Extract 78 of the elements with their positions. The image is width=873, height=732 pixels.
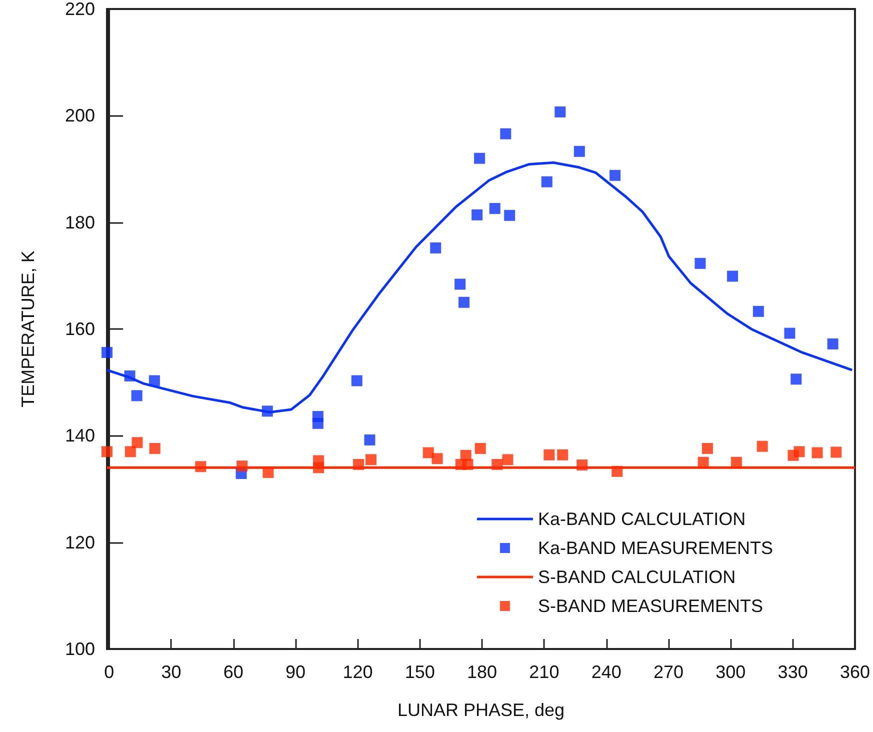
point bbox=[702, 442, 713, 454]
point bbox=[544, 449, 555, 460]
y-axis-title: TEMPERATURE, K bbox=[18, 250, 38, 408]
point bbox=[541, 176, 552, 188]
legend-label: S-BAND CALCULATION bbox=[538, 567, 736, 587]
point bbox=[830, 446, 842, 458]
point bbox=[462, 458, 474, 470]
point bbox=[474, 442, 486, 454]
point bbox=[102, 446, 112, 458]
point bbox=[149, 442, 160, 454]
x-tick-label: 330 bbox=[778, 662, 808, 682]
point bbox=[102, 346, 112, 358]
y-tick-label: 160 bbox=[64, 319, 95, 339]
point bbox=[124, 446, 136, 458]
point bbox=[812, 447, 823, 458]
x-axis-title: LUNAR PHASE, deg bbox=[397, 700, 565, 720]
point bbox=[504, 210, 516, 221]
x-tick-label: 210 bbox=[529, 662, 560, 682]
point bbox=[131, 390, 142, 402]
point bbox=[195, 461, 206, 472]
y-tick-label: 100 bbox=[64, 639, 95, 659]
point bbox=[474, 152, 486, 164]
legend-label: Ka-BAND CALCULATION bbox=[538, 509, 746, 529]
point bbox=[827, 338, 838, 350]
y-tick-label: 120 bbox=[64, 532, 95, 552]
point bbox=[492, 458, 503, 470]
point bbox=[730, 456, 742, 468]
point bbox=[262, 406, 273, 417]
point bbox=[472, 209, 483, 220]
x-tick-label: 90 bbox=[286, 662, 306, 682]
point bbox=[430, 242, 442, 254]
point bbox=[132, 437, 143, 448]
point bbox=[422, 447, 434, 458]
legend-label: S-BAND MEASUREMENTS bbox=[538, 596, 763, 616]
point bbox=[351, 375, 362, 386]
point bbox=[610, 170, 621, 181]
x-tick-label: 150 bbox=[404, 662, 435, 682]
x-tick-label: 180 bbox=[467, 662, 498, 682]
point bbox=[500, 128, 512, 140]
x-tick-label: 360 bbox=[840, 662, 870, 682]
point bbox=[752, 306, 764, 317]
point bbox=[454, 278, 466, 290]
x-tick-label: 300 bbox=[716, 662, 746, 682]
x-tick-label: 270 bbox=[653, 662, 684, 682]
point bbox=[313, 462, 324, 474]
y-tick-label: 220 bbox=[64, 0, 95, 19]
x-tick-label: 120 bbox=[342, 662, 373, 682]
y-tick-label: 200 bbox=[64, 106, 95, 126]
point bbox=[236, 460, 248, 472]
point bbox=[353, 458, 364, 470]
x-tick-label: 60 bbox=[223, 662, 244, 682]
point bbox=[612, 466, 623, 477]
x-tick-label: 240 bbox=[591, 662, 622, 682]
point bbox=[790, 374, 802, 385]
point bbox=[365, 454, 376, 466]
point bbox=[432, 453, 443, 464]
point bbox=[557, 449, 568, 460]
point bbox=[694, 258, 706, 269]
x-tick-label: 30 bbox=[161, 662, 182, 682]
point bbox=[458, 296, 470, 308]
point bbox=[576, 460, 588, 470]
point bbox=[502, 454, 514, 466]
point bbox=[489, 202, 500, 214]
y-tick-label: 180 bbox=[64, 212, 95, 232]
y-tick-label: 140 bbox=[64, 426, 95, 446]
point bbox=[124, 370, 136, 382]
point bbox=[794, 446, 805, 458]
legend-label: Ka-BAND MEASUREMENTS bbox=[538, 538, 774, 558]
x-tick-label: 0 bbox=[104, 662, 114, 682]
point bbox=[574, 146, 585, 157]
point bbox=[727, 270, 738, 282]
point bbox=[784, 328, 796, 339]
point bbox=[148, 375, 160, 386]
point bbox=[554, 106, 566, 118]
point bbox=[756, 440, 768, 452]
point bbox=[312, 418, 324, 429]
point bbox=[364, 434, 376, 446]
point bbox=[698, 456, 709, 468]
